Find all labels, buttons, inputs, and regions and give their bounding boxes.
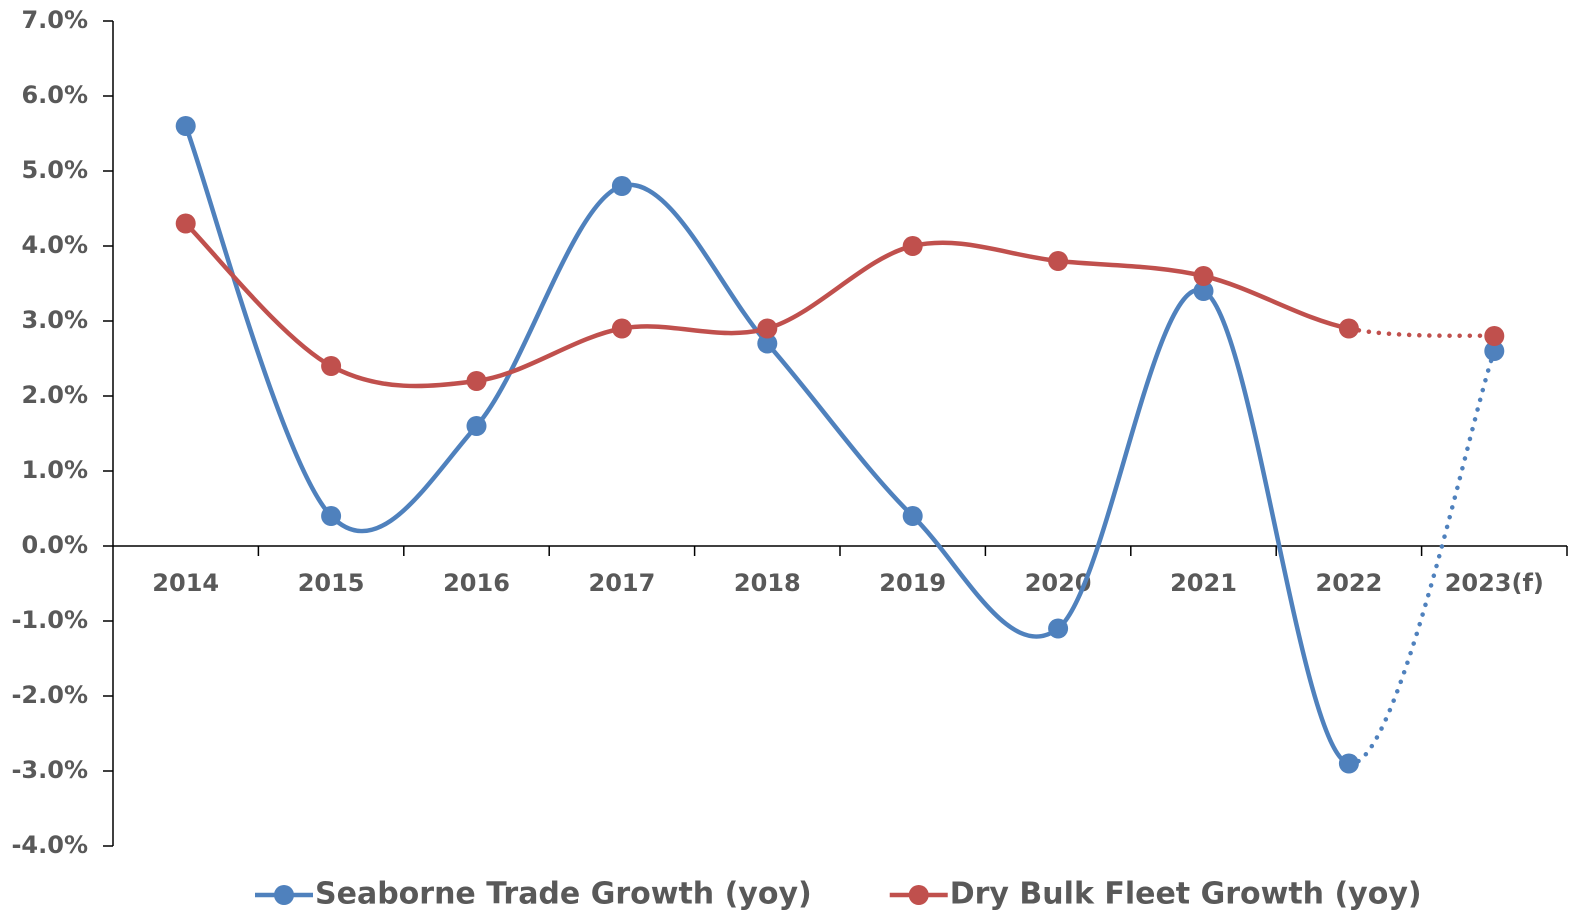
x-tick-label: 2023(f) xyxy=(1445,569,1544,597)
data-point xyxy=(757,318,778,339)
legend-label: Dry Bulk Fleet Growth (yoy) xyxy=(950,877,1422,912)
data-point xyxy=(1484,326,1505,346)
y-tick-label: 5.0% xyxy=(21,156,88,184)
x-tick-label: 2016 xyxy=(443,569,510,597)
data-point xyxy=(902,236,923,256)
x-tick-label: 2022 xyxy=(1316,569,1383,597)
series-line xyxy=(184,221,1350,389)
x-tick-label: 2019 xyxy=(879,569,946,597)
data-point xyxy=(1193,266,1214,286)
data-point xyxy=(175,213,196,234)
series-line-forecast xyxy=(1346,348,1497,766)
y-tick-label: -2.0% xyxy=(11,681,88,709)
data-point xyxy=(175,116,196,136)
y-tick-label: 7.0% xyxy=(21,6,88,34)
x-tick-label: 2018 xyxy=(734,569,801,597)
legend-marker xyxy=(274,885,294,905)
data-point xyxy=(1048,618,1069,639)
data-point xyxy=(1338,753,1359,774)
data-point xyxy=(902,506,923,526)
y-tick-label: 6.0% xyxy=(21,81,88,109)
data-point xyxy=(611,176,632,196)
data-point xyxy=(1484,341,1505,361)
x-tick-label: 2015 xyxy=(298,569,365,597)
data-point xyxy=(1338,318,1359,339)
y-tick-label: -3.0% xyxy=(11,756,88,784)
y-tick-label: -4.0% xyxy=(11,831,88,859)
data-point xyxy=(321,506,342,526)
data-point xyxy=(466,371,487,391)
legend-marker xyxy=(908,885,929,905)
series-line xyxy=(183,125,1350,766)
y-tick-label: 4.0% xyxy=(21,231,88,259)
y-tick-label: 3.0% xyxy=(21,306,88,334)
legend-label: Seaborne Trade Growth (yoy) xyxy=(315,877,812,912)
data-point xyxy=(1193,281,1214,301)
x-tick-label: 2014 xyxy=(152,569,219,597)
data-point xyxy=(466,416,487,436)
data-point xyxy=(611,318,632,339)
data-point xyxy=(321,356,342,376)
series-line-forecast xyxy=(1346,326,1497,339)
y-tick-label: 1.0% xyxy=(21,456,88,484)
y-tick-label: -1.0% xyxy=(11,606,88,634)
x-tick-label: 2021 xyxy=(1170,569,1237,597)
y-tick-label: 0.0% xyxy=(21,531,88,559)
y-tick-label: 2.0% xyxy=(21,381,88,409)
data-point xyxy=(1048,251,1069,271)
x-tick-label: 2017 xyxy=(589,569,656,597)
data-point xyxy=(757,333,778,354)
